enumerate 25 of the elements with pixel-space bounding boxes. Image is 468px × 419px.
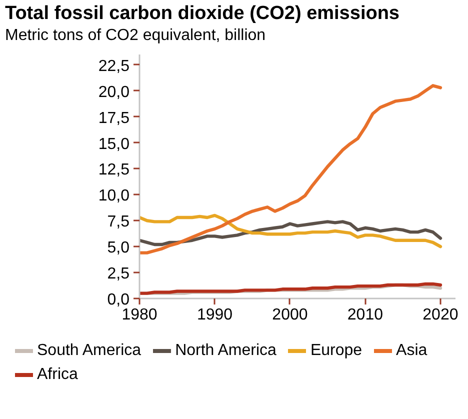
- line-series: [140, 84, 442, 254]
- y-tick-label: 5,0: [107, 240, 130, 257]
- legend-label: Africa: [36, 365, 78, 385]
- y-tick-label: 10,0: [98, 188, 130, 205]
- x-tick-label: 1990: [196, 306, 233, 324]
- legend-label: Europe: [309, 341, 362, 361]
- chart-subtitle: Metric tons of CO2 equivalent, billion: [5, 27, 266, 45]
- x-tick-label: 2000: [272, 306, 308, 324]
- y-tick-label: 22,5: [98, 58, 130, 75]
- legend-label: Asia: [395, 341, 428, 361]
- x-tick-label: 2010: [347, 306, 384, 324]
- line-series: [140, 220, 442, 246]
- y-tick-label: 12,5: [98, 162, 130, 179]
- y-tick-label: 7,5: [107, 214, 130, 231]
- legend-label: North America: [174, 341, 276, 361]
- y-tick-label: 17,5: [98, 110, 130, 127]
- line-series: [140, 214, 442, 248]
- y-tick-label: 0,0: [107, 292, 130, 308]
- x-tick-label: 1980: [122, 306, 158, 324]
- y-tick-label: 15,0: [98, 136, 130, 153]
- x-tick-label: 2020: [422, 306, 458, 324]
- chart-title: Total fossil carbon dioxide (CO2) emissions: [5, 3, 400, 25]
- legend-label: South America: [36, 341, 142, 361]
- y-tick-label: 2,5: [107, 266, 130, 283]
- y-tick-label: 20,0: [98, 84, 130, 101]
